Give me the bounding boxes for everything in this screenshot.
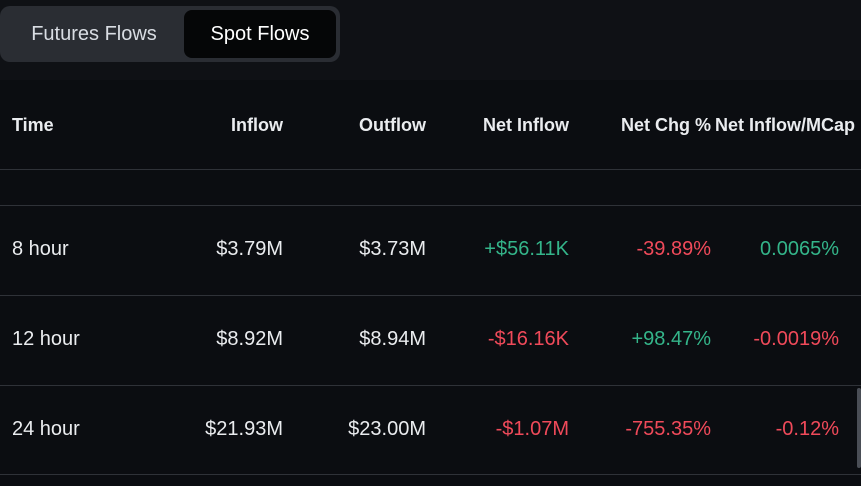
cell-net-chg: -39.89% xyxy=(636,238,712,260)
header-time: Time xyxy=(12,115,54,135)
table-scrollbar[interactable] xyxy=(857,388,861,468)
cell-net-inflow-mcap: 0.0065% xyxy=(760,238,839,260)
cell-outflow: $23.00M xyxy=(348,418,426,440)
cell-inflow: $21.93M xyxy=(205,418,283,440)
tab-futures-flows[interactable]: Futures Flows xyxy=(31,22,157,45)
cell-inflow: $8.92M xyxy=(216,328,283,350)
header-outflow: Outflow xyxy=(359,115,426,135)
cell-net-inflow-mcap: -0.0019% xyxy=(753,328,839,350)
cell-net-inflow: +$56.11K xyxy=(484,238,569,260)
table-header-row: Time Inflow Outflow Net Inflow Net Chg %… xyxy=(0,80,861,170)
flow-type-tabs: Futures Flows Spot Flows xyxy=(0,6,340,62)
header-net-inflow-mcap: Net Inflow/MCap xyxy=(715,115,855,135)
cell-time: 12 hour xyxy=(12,328,80,350)
cell-time: 24 hour xyxy=(12,418,80,440)
flows-table: Time Inflow Outflow Net Inflow Net Chg %… xyxy=(0,80,861,486)
cell-net-chg: -755.35% xyxy=(625,418,711,440)
table-row: 8 hour $3.79M $3.73M +$56.11K -39.89% 0.… xyxy=(0,205,861,295)
tab-spot-flows[interactable]: Spot Flows xyxy=(184,10,336,58)
header-net-inflow: Net Inflow xyxy=(483,115,569,135)
cell-inflow: $3.79M xyxy=(216,238,283,260)
table-row: 24 hour $21.93M $23.00M -$1.07M -755.35%… xyxy=(0,385,861,475)
cell-outflow: $8.94M xyxy=(359,328,426,350)
cell-net-inflow: -$1.07M xyxy=(495,418,569,440)
cell-outflow: $3.73M xyxy=(359,238,426,260)
cell-time: 8 hour xyxy=(12,238,69,260)
cell-net-inflow-mcap: -0.12% xyxy=(775,418,839,440)
cell-net-chg: +98.47% xyxy=(631,328,711,350)
header-inflow: Inflow xyxy=(231,115,283,135)
cell-net-inflow: -$16.16K xyxy=(487,328,569,350)
table-row: 12 hour $8.92M $8.94M -$16.16K +98.47% -… xyxy=(0,295,861,385)
header-net-chg: Net Chg % xyxy=(621,115,711,135)
